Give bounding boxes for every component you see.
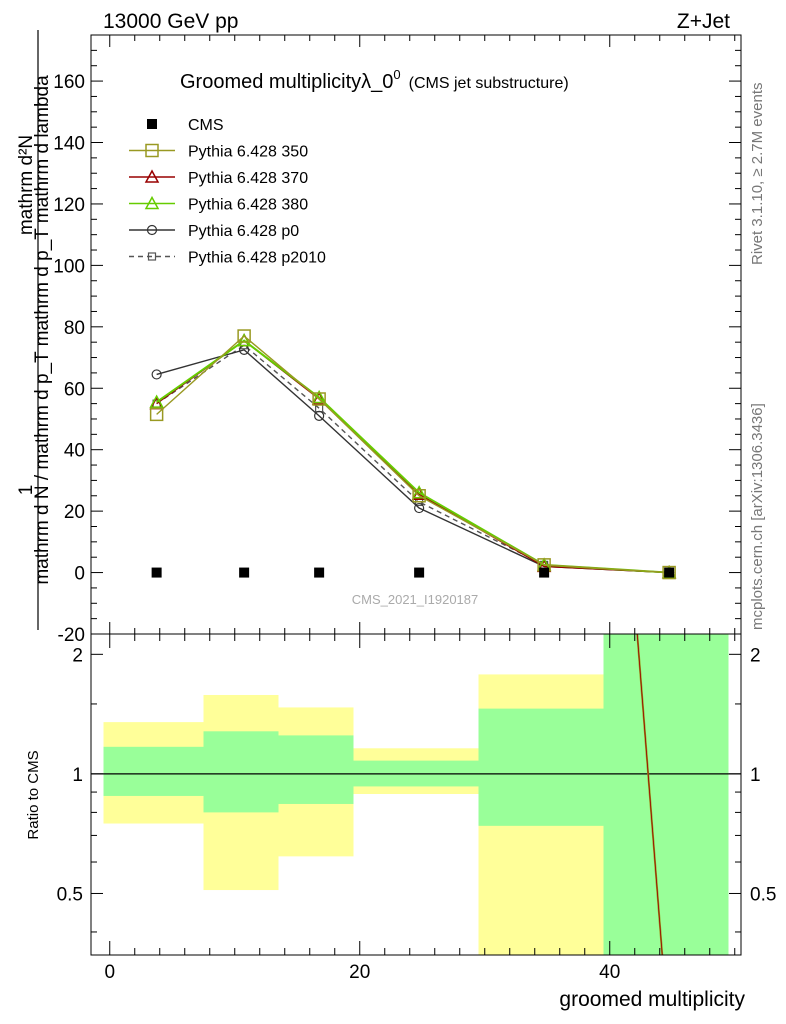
y-axis-label-denominator: mathrm d N / mathrm d p_T mathrm d p_T m… [32, 75, 53, 585]
data-point [412, 489, 426, 503]
data-point [151, 369, 162, 380]
y-tick-label: 100 [53, 256, 85, 277]
uncertainty-band-green [103, 746, 204, 796]
data-point [144, 195, 160, 210]
series-2 [149, 329, 676, 580]
y-tick-label: 120 [53, 195, 85, 216]
y-tick-label: 20 [64, 502, 85, 523]
series-1 [151, 567, 675, 578]
ratio-plot-bands [91, 633, 741, 956]
data-point [414, 502, 425, 514]
legend-label: Pythia 6.428 350 [188, 144, 308, 161]
series-line [156, 344, 670, 574]
legend: CMS Pythia 6.428 350 Pythia 6.428 370 Pythi… [129, 117, 326, 267]
data-point [145, 143, 159, 158]
data-point [539, 567, 550, 578]
legend-entry: Pythia 6.428 380 [129, 195, 308, 214]
data-point [237, 329, 251, 343]
y-tick-label: 40 [64, 441, 85, 462]
data-point [147, 252, 157, 261]
y-tick-label: 0 [74, 564, 85, 585]
ratio-axis-label: Ratio to CMS [25, 750, 42, 839]
legend-entry: Pythia 6.428 p0 [129, 223, 299, 240]
ratio-plot-frame [90, 633, 742, 956]
ratio-line [636, 633, 663, 956]
x-axis-label: groomed multiplicity [559, 988, 745, 1011]
ratio-plot-axes: 0.5 0.51 12 20 20 40 [57, 633, 776, 983]
ratio-y-tick-label: 0.5 [57, 884, 83, 905]
legend-entry: Pythia 6.428 370 [129, 169, 308, 187]
data-point [149, 394, 164, 408]
data-point [239, 567, 250, 578]
data-point [662, 565, 676, 580]
data-point [314, 410, 325, 422]
header-right: Z+Jet [677, 10, 730, 33]
main-plot-area [91, 35, 741, 634]
x-tick-label: 40 [599, 962, 620, 983]
ratio-y-tick-label: 2 [72, 645, 83, 666]
main-plot-axes: -20 0 20 40 60 80 100 120 140 160 [53, 34, 742, 646]
y-axis-label: 1 mathrm d²N mathrm d N / mathrm d p_T m… [16, 30, 53, 630]
rivet-version-label: Rivet 3.1.10, ≥ 2.7M events [749, 83, 766, 266]
legend-label: Pythia 6.428 370 [188, 170, 308, 187]
analysis-watermark: CMS_2021_I1920187 [352, 592, 479, 607]
chart-title: Groomed multiplicityλ_00(CMS jet substru… [180, 67, 569, 93]
uncertainty-band-green [203, 731, 279, 813]
y-tick-label: -20 [58, 625, 85, 646]
ratio-y-tick-label: 1 [72, 765, 83, 786]
chart-subtitle: (CMS jet substructure) [409, 75, 569, 92]
legend-entry: Pythia 6.428 p2010 [129, 250, 326, 267]
data-point [144, 169, 160, 183]
legend-label: Pythia 6.428 p0 [188, 223, 299, 240]
data-point [414, 567, 425, 578]
data-point [149, 407, 164, 422]
uncertainty-band-green [278, 735, 354, 804]
data-point [314, 567, 325, 578]
y-tick-label: 60 [64, 379, 85, 400]
y-tick-label: 140 [53, 134, 85, 155]
mcplots-label: mcplots.cern.ch [arXiv:1306.3436] [749, 403, 766, 630]
legend-label: Pythia 6.428 p2010 [188, 250, 326, 267]
uncertainty-band-green [478, 708, 604, 826]
data-point [664, 567, 675, 578]
ratio-y-tick-label-right: 2 [750, 645, 761, 666]
legend-entry: CMS [147, 117, 224, 134]
legend-entry: Pythia 6.428 350 [129, 144, 308, 161]
legend-label: Pythia 6.428 380 [188, 197, 308, 214]
data-point [236, 333, 252, 347]
y-axis-label-numerator: mathrm d²N [16, 135, 37, 235]
x-tick-label: 0 [104, 962, 115, 983]
data-point [151, 567, 162, 578]
header-left: 13000 GeV pp [103, 10, 238, 33]
ratio-y-tick-label-right: 1 [750, 765, 761, 786]
main-plot-background [91, 35, 741, 634]
uncertainty-band-green [603, 634, 729, 955]
data-point [146, 224, 158, 236]
data-point [147, 119, 157, 129]
y-tick-label: 80 [64, 318, 85, 339]
x-tick-label: 20 [349, 962, 370, 983]
chart-title-superscript: 0 [393, 67, 400, 82]
ratio-y-tick-label-right: 0.5 [750, 884, 776, 905]
y-tick-label: 160 [53, 72, 85, 93]
y-axis-label-one: 1 [16, 485, 37, 496]
main-plot-series [149, 329, 677, 580]
series-line [156, 335, 670, 574]
data-point [312, 392, 326, 406]
legend-label: CMS [188, 117, 224, 134]
